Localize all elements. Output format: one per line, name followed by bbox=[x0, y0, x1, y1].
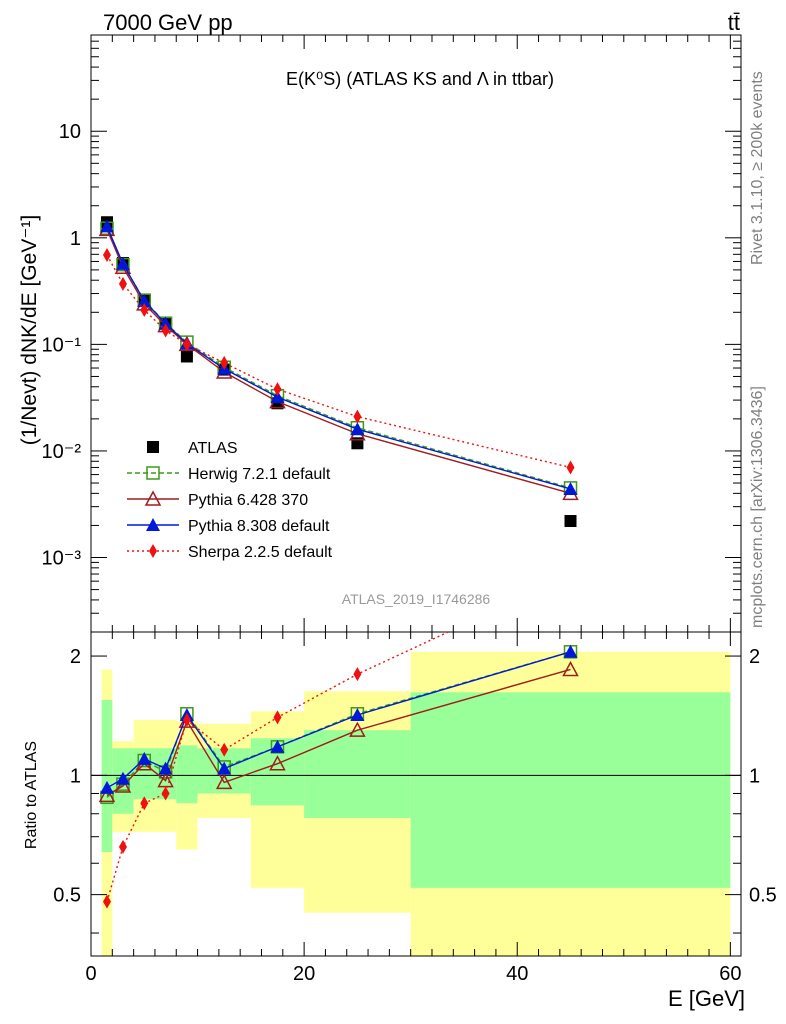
data-point bbox=[140, 303, 149, 318]
main-plot-frame bbox=[90, 34, 742, 633]
analysis-id-label: ATLAS_2019_I1746286 bbox=[342, 591, 491, 607]
legend-entry: Pythia 8.308 default bbox=[127, 518, 330, 535]
ratio-point bbox=[353, 667, 362, 682]
mcplots-label: mcplots.cern.ch [arXiv:1306.3436] bbox=[749, 386, 766, 628]
main-y-tick-label: 10⁻² bbox=[42, 441, 82, 463]
data-point bbox=[137, 294, 152, 308]
ratio-point bbox=[270, 739, 285, 753]
data-point bbox=[350, 422, 365, 436]
ratio-point bbox=[273, 710, 282, 725]
data-point bbox=[220, 355, 229, 370]
ratio-point bbox=[158, 761, 173, 775]
legend-entry: Herwig 7.2.1 default bbox=[127, 466, 331, 483]
data-point bbox=[102, 247, 111, 262]
legend-marker bbox=[146, 518, 160, 531]
ratio-y-tick-label-left: 1 bbox=[70, 765, 81, 787]
legend-marker bbox=[149, 544, 157, 558]
data-point bbox=[161, 323, 170, 338]
rivet-version-label: Rivet 3.1.10, ≥ 200k events bbox=[749, 71, 766, 265]
ratio-plot-frame bbox=[90, 631, 742, 957]
x-axis-label: E [GeV] bbox=[668, 986, 745, 1011]
data-point bbox=[564, 515, 577, 528]
ratio-point bbox=[563, 644, 578, 658]
main-plot-panel: 10⁻³ 10⁻² 10⁻¹ 1 10 bbox=[42, 34, 742, 633]
data-point bbox=[270, 390, 285, 404]
data-point bbox=[118, 276, 127, 291]
ratio-series-sherpa bbox=[102, 568, 575, 909]
legend: ATLAS Herwig 7.2.1 default Pythia 6.428 37… bbox=[127, 440, 333, 561]
chart-title: E(K⁰S) (ATLAS KS and Λ in ttbar) bbox=[286, 69, 554, 89]
main-series-line bbox=[106, 227, 571, 489]
legend-marker bbox=[144, 490, 162, 506]
main-y-axis-label: (1/Nevt) dNK/dE [GeV⁻¹] bbox=[18, 215, 41, 446]
ratio-point bbox=[349, 721, 366, 737]
main-series-sherpa bbox=[102, 247, 575, 475]
main-series-pythia bbox=[98, 220, 579, 501]
main-series-line bbox=[106, 254, 571, 469]
legend-label: Herwig 7.2.1 default bbox=[188, 466, 331, 483]
stat-uncertainty-band bbox=[101, 699, 113, 853]
ratio-y-tick-label-right: 2 bbox=[749, 646, 760, 668]
main-y-tick-label: 10 bbox=[59, 121, 81, 143]
ratio-point bbox=[562, 660, 579, 677]
legend-label: Pythia 6.428 370 bbox=[188, 492, 308, 509]
legend-entry: ATLAS bbox=[147, 440, 238, 457]
legend-label: ATLAS bbox=[188, 440, 238, 457]
x-tick-label: 20 bbox=[293, 963, 315, 985]
ratio-point bbox=[98, 786, 116, 803]
ratio-point bbox=[220, 742, 229, 757]
data-point bbox=[180, 350, 193, 363]
data-point bbox=[99, 219, 114, 233]
ratio-plot-panel: 0.5 0.51 12 20 20 40 60 bbox=[53, 568, 777, 985]
ratio-point bbox=[137, 751, 152, 765]
ratio-point bbox=[118, 839, 127, 854]
ratio-y-axis-label: Ratio to ATLAS bbox=[23, 741, 40, 849]
legend-marker bbox=[147, 441, 159, 453]
main-series-line bbox=[106, 226, 571, 490]
main-series-herwig bbox=[100, 221, 578, 495]
ratio-y-tick-label-left: 2 bbox=[70, 646, 81, 668]
ratio-point bbox=[350, 707, 365, 721]
data-point bbox=[566, 460, 575, 475]
stat-uncertainty-band bbox=[304, 730, 411, 819]
ratio-point bbox=[140, 796, 149, 811]
data-point bbox=[563, 481, 578, 495]
ratio-point bbox=[217, 761, 232, 775]
ratio-point bbox=[115, 771, 130, 785]
data-point bbox=[115, 256, 130, 270]
data-point bbox=[273, 382, 282, 397]
header-energy-label: 7000 GeV pp bbox=[103, 10, 233, 35]
ratio-y-tick-label-right: 0.5 bbox=[749, 885, 777, 907]
legend-entry: Sherpa 2.2.5 default bbox=[127, 544, 333, 561]
ratio-point bbox=[114, 777, 132, 793]
ratio-point bbox=[99, 780, 114, 794]
data-point bbox=[182, 337, 191, 352]
main-series-line bbox=[106, 229, 571, 495]
ratio-y-tick-label-left: 0.5 bbox=[53, 885, 81, 907]
legend-label: Pythia 8.308 default bbox=[188, 518, 330, 535]
ratio-point bbox=[269, 755, 286, 771]
header-process-label: tt̄ bbox=[728, 10, 740, 35]
legend-label: Sherpa 2.2.5 default bbox=[188, 544, 333, 561]
legend-entry: Pythia 6.428 370 bbox=[127, 490, 308, 509]
x-tick-label: 40 bbox=[506, 963, 528, 985]
ratio-point bbox=[215, 773, 233, 790]
ratio-point bbox=[567, 568, 575, 582]
legend-marker bbox=[146, 466, 160, 480]
ratio-point bbox=[161, 786, 170, 801]
x-tick-label: 0 bbox=[85, 963, 96, 985]
main-y-tick-label: 10⁻³ bbox=[42, 548, 82, 570]
stat-uncertainty-band bbox=[410, 692, 731, 888]
main-y-tick-label: 1 bbox=[70, 228, 81, 250]
stat-uncertainty-band bbox=[176, 745, 198, 804]
x-tick-label: 60 bbox=[719, 963, 741, 985]
main-series-pythia bbox=[99, 219, 578, 495]
main-y-tick-label: 10⁻¹ bbox=[42, 334, 82, 356]
ratio-point bbox=[102, 894, 111, 909]
data-point bbox=[353, 409, 362, 424]
ratio-point bbox=[182, 712, 191, 727]
main-series-atlas bbox=[100, 216, 577, 528]
ratio-y-tick-label-right: 1 bbox=[749, 765, 760, 787]
